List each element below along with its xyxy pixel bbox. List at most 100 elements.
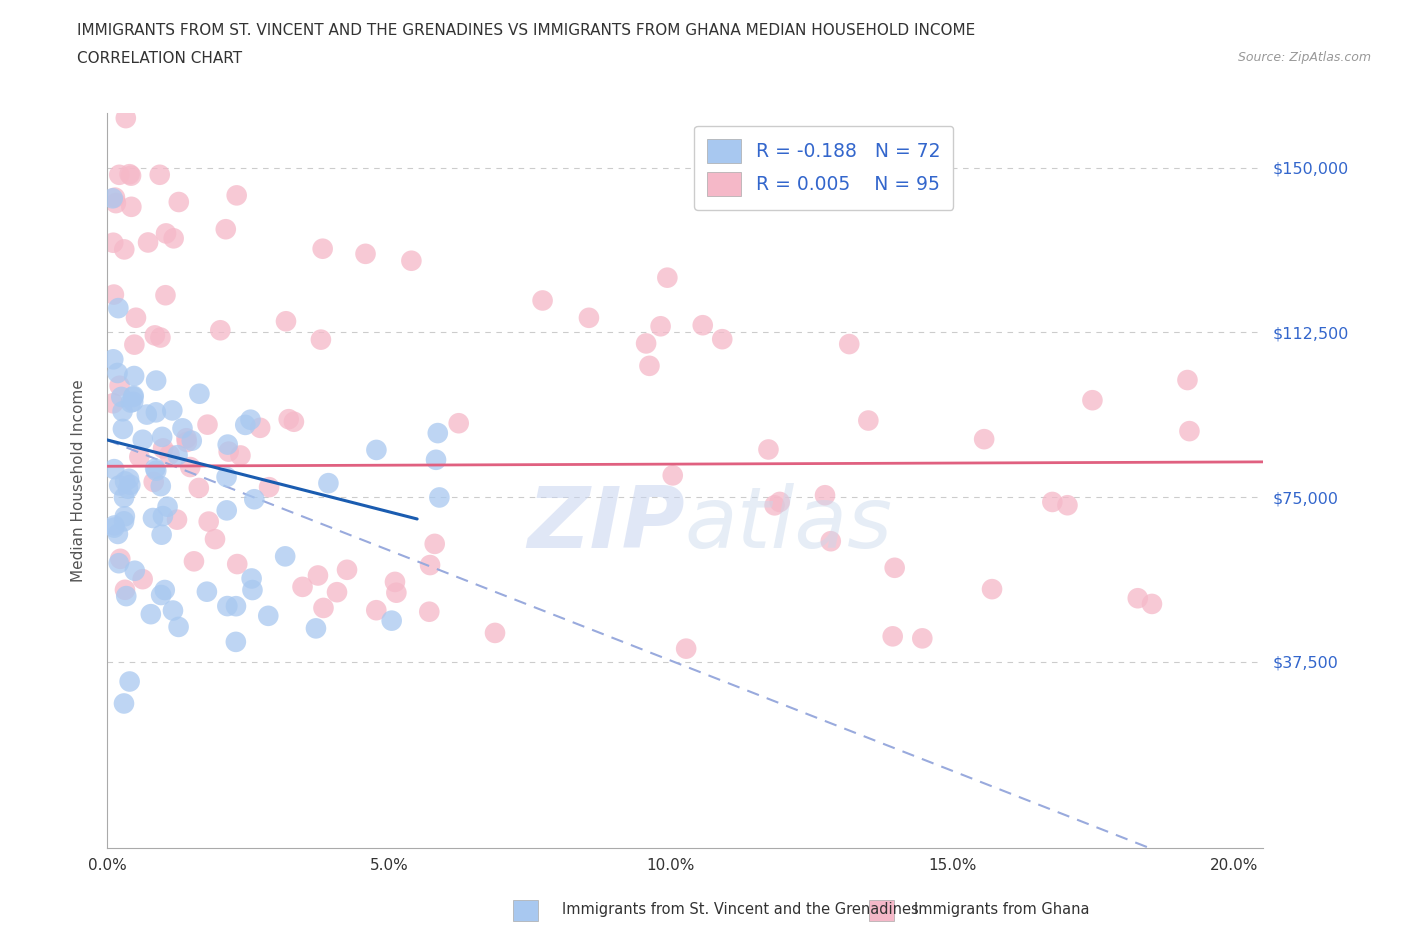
Text: Immigrants from St. Vincent and the Grenadines: Immigrants from St. Vincent and the Gren…	[562, 902, 920, 917]
Point	[111, 404, 134, 418]
Text: CORRELATION CHART: CORRELATION CHART	[77, 51, 242, 66]
Point	[981, 581, 1004, 596]
Point	[103, 461, 125, 476]
Point	[838, 337, 860, 352]
Point	[135, 407, 157, 422]
Point	[204, 532, 226, 547]
Point	[215, 470, 238, 485]
Point	[239, 412, 262, 427]
Point	[167, 194, 190, 209]
Point	[249, 420, 271, 435]
Point	[183, 554, 205, 569]
Point	[484, 626, 506, 641]
Point	[145, 373, 167, 388]
Point	[426, 426, 449, 441]
Point	[107, 365, 129, 380]
Point	[115, 589, 138, 604]
Point	[209, 323, 232, 338]
Point	[858, 413, 880, 428]
Point	[112, 490, 135, 505]
Point	[1126, 591, 1149, 605]
Point	[911, 631, 934, 645]
Point	[218, 445, 240, 459]
Point	[150, 430, 173, 445]
Point	[215, 221, 238, 236]
Point	[883, 561, 905, 576]
Point	[692, 318, 714, 333]
Point	[120, 168, 142, 183]
Point	[149, 330, 172, 345]
Point	[401, 253, 423, 268]
Point	[166, 512, 188, 527]
Point	[291, 579, 314, 594]
Legend: R = -0.188   N = 72, R = 0.005    N = 95: R = -0.188 N = 72, R = 0.005 N = 95	[693, 126, 953, 209]
Text: Immigrants from Ghana: Immigrants from Ghana	[914, 902, 1090, 917]
Point	[142, 511, 165, 525]
Point	[336, 563, 359, 578]
Point	[274, 549, 297, 564]
Point	[145, 405, 167, 419]
Point	[139, 606, 162, 621]
Text: Source: ZipAtlas.com: Source: ZipAtlas.com	[1237, 51, 1371, 64]
Point	[188, 386, 211, 401]
Point	[176, 434, 198, 449]
Point	[103, 352, 125, 366]
Point	[418, 604, 440, 619]
Point	[283, 414, 305, 429]
Point	[108, 379, 131, 393]
Point	[120, 199, 142, 214]
Point	[233, 418, 256, 432]
Point	[425, 452, 447, 467]
Point	[145, 463, 167, 478]
Point	[114, 111, 136, 126]
Point	[108, 478, 131, 493]
Point	[104, 190, 127, 205]
Point	[152, 441, 174, 456]
Point	[758, 442, 780, 457]
Text: IMMIGRANTS FROM ST. VINCENT AND THE GRENADINES VS IMMIGRANTS FROM GHANA MEDIAN H: IMMIGRANTS FROM ST. VINCENT AND THE GREN…	[77, 23, 976, 38]
Point	[675, 641, 697, 656]
Point	[447, 416, 470, 431]
Point	[112, 696, 135, 711]
Point	[128, 449, 150, 464]
Point	[107, 556, 129, 571]
Point	[136, 235, 159, 250]
Point	[763, 498, 786, 512]
Point	[973, 432, 995, 446]
Point	[150, 527, 173, 542]
Point	[156, 499, 179, 514]
Point	[103, 235, 125, 250]
Point	[114, 474, 136, 489]
Point	[155, 287, 177, 302]
Point	[243, 492, 266, 507]
Point	[1081, 392, 1104, 407]
Point	[125, 311, 148, 325]
Point	[167, 619, 190, 634]
Point	[650, 319, 672, 334]
Point	[122, 389, 145, 404]
Point	[159, 447, 181, 462]
Point	[120, 395, 142, 410]
Point	[114, 582, 136, 597]
Point	[142, 474, 165, 489]
Point	[101, 191, 124, 206]
Point	[636, 336, 658, 351]
Point	[657, 271, 679, 286]
Point	[814, 488, 837, 503]
Point	[122, 368, 145, 383]
Point	[277, 412, 299, 427]
Y-axis label: Median Household Income: Median Household Income	[72, 379, 86, 582]
Point	[385, 585, 408, 600]
Point	[101, 396, 124, 411]
Point	[118, 472, 141, 486]
Point	[187, 481, 209, 496]
Point	[1140, 596, 1163, 611]
Point	[638, 358, 661, 373]
Point	[120, 477, 142, 492]
Point	[108, 167, 131, 182]
Point	[711, 332, 734, 347]
Point	[124, 564, 146, 578]
Point	[166, 447, 188, 462]
Point	[197, 514, 219, 529]
Point	[124, 338, 146, 352]
